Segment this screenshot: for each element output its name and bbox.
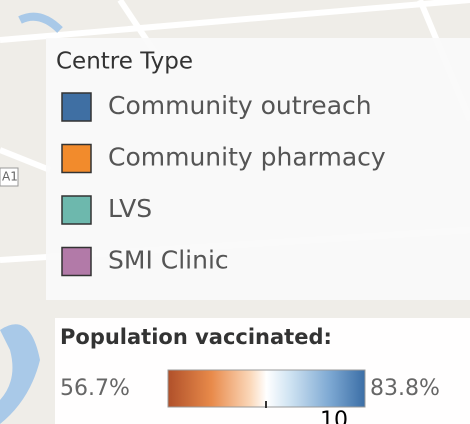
map-river bbox=[0, 324, 40, 424]
colorbar bbox=[167, 369, 366, 408]
road-label: A1 bbox=[2, 170, 18, 184]
road-sign bbox=[0, 167, 19, 187]
legend-swatch bbox=[61, 246, 92, 277]
legend-title: Centre Type bbox=[56, 49, 193, 75]
legend-panel bbox=[46, 38, 470, 300]
legend-swatch bbox=[61, 143, 92, 174]
legend-label: SMI Clinic bbox=[108, 246, 229, 275]
map-river bbox=[18, 12, 63, 33]
footer-label: 10 bbox=[320, 408, 348, 424]
legend-label: LVS bbox=[108, 194, 152, 223]
legend-label: Community outreach bbox=[108, 91, 372, 120]
legend-swatch bbox=[61, 195, 92, 225]
colorbar-title: Population vaccinated: bbox=[60, 325, 332, 349]
legend-label: Community pharmacy bbox=[108, 143, 386, 172]
colorbar-max: 83.8% bbox=[370, 376, 440, 401]
colorbar-min: 56.7% bbox=[60, 376, 130, 401]
legend-swatch bbox=[61, 92, 92, 122]
